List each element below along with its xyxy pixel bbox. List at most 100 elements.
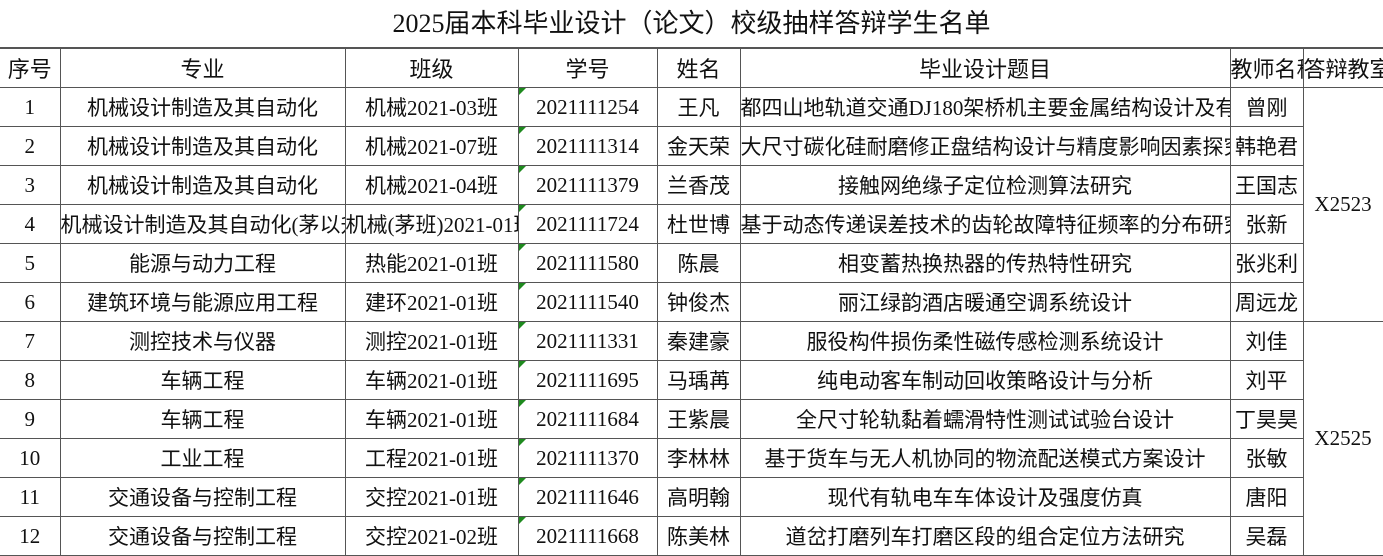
thesis-title-cell[interactable]: 接触网绝缘子定位检测算法研究 [739, 165, 1231, 205]
name-cell[interactable]: 高明翰 [656, 477, 741, 517]
teacher-cell[interactable]: 张敏 [1229, 438, 1304, 478]
student-id-cell[interactable]: 2021111254 [517, 87, 658, 127]
thesis-title-cell[interactable]: 丽江绿韵酒店暖通空调系统设计 [739, 282, 1231, 322]
student-id-cell[interactable]: 2021111684 [517, 399, 658, 439]
thesis-title-cell[interactable]: 现代有轨电车车体设计及强度仿真 [739, 477, 1231, 517]
major-cell[interactable]: 交通设备与控制工程 [59, 516, 346, 556]
student-id-cell[interactable]: 2021111695 [517, 360, 658, 400]
index-cell[interactable]: 8 [0, 360, 61, 400]
major-cell[interactable]: 机械设计制造及其自动化 [59, 165, 346, 205]
student-id-cell[interactable]: 2021111540 [517, 282, 658, 322]
header-col-room[interactable]: 答辩教室 [1302, 48, 1383, 88]
room-cell[interactable]: X2523 [1302, 87, 1383, 322]
name-cell[interactable]: 王紫晨 [656, 399, 741, 439]
major-cell[interactable]: 机械设计制造及其自动化(茅以升班) [59, 204, 346, 244]
teacher-cell[interactable]: 张兆利 [1229, 243, 1304, 283]
header-col-major[interactable]: 专业 [59, 48, 346, 88]
teacher-cell[interactable]: 丁昊昊 [1229, 399, 1304, 439]
thesis-title-cell[interactable]: 基于动态传递误差技术的齿轮故障特征频率的分布研究 [739, 204, 1231, 244]
major-cell[interactable]: 车辆工程 [59, 360, 346, 400]
index-cell[interactable]: 10 [0, 438, 61, 478]
index-cell[interactable]: 3 [0, 165, 61, 205]
thesis-title-cell[interactable]: 大尺寸碳化硅耐磨修正盘结构设计与精度影响因素探究 [739, 126, 1231, 166]
student-id-cell[interactable]: 2021111724 [517, 204, 658, 244]
teacher-cell[interactable]: 吴磊 [1229, 516, 1304, 556]
thesis-title-cell[interactable]: 服役构件损伤柔性磁传感检测系统设计 [739, 321, 1231, 361]
class-cell[interactable]: 交控2021-01班 [344, 477, 519, 517]
header-col-class[interactable]: 班级 [344, 48, 519, 88]
thesis-title-cell[interactable]: 道岔打磨列车打磨区段的组合定位方法研究 [739, 516, 1231, 556]
thesis-title-cell[interactable]: 全尺寸轮轨黏着蠕滑特性测试试验台设计 [739, 399, 1231, 439]
student-id-cell[interactable]: 2021111314 [517, 126, 658, 166]
class-cell[interactable]: 车辆2021-01班 [344, 399, 519, 439]
student-id-cell[interactable]: 2021111668 [517, 516, 658, 556]
name-cell[interactable]: 杜世博 [656, 204, 741, 244]
student-id-cell[interactable]: 2021111580 [517, 243, 658, 283]
name-cell[interactable]: 陈美林 [656, 516, 741, 556]
teacher-cell[interactable]: 周远龙 [1229, 282, 1304, 322]
thesis-title-cell[interactable]: 相变蓄热换热器的传热特性研究 [739, 243, 1231, 283]
index-cell[interactable]: 7 [0, 321, 61, 361]
name-cell[interactable]: 金天荣 [656, 126, 741, 166]
header-col-name[interactable]: 姓名 [656, 48, 741, 88]
major-cell[interactable]: 能源与动力工程 [59, 243, 346, 283]
class-cell[interactable]: 机械2021-03班 [344, 87, 519, 127]
student-id-cell[interactable]: 2021111379 [517, 165, 658, 205]
class-cell[interactable]: 机械2021-07班 [344, 126, 519, 166]
class-cell[interactable]: 交控2021-02班 [344, 516, 519, 556]
name-cell[interactable]: 陈晨 [656, 243, 741, 283]
thesis-title-cell[interactable]: 都四山地轨道交通DJ180架桥机主要金属结构设计及有限元分析 [739, 87, 1231, 127]
index-cell[interactable]: 11 [0, 477, 61, 517]
table-row: 9 车辆工程 车辆2021-01班 2021111684 王紫晨 全尺寸轮轨黏着蠕滑特性测… [0, 399, 1383, 439]
index-cell[interactable]: 6 [0, 282, 61, 322]
major-cell[interactable]: 机械设计制造及其自动化 [59, 87, 346, 127]
class-cell[interactable]: 车辆2021-01班 [344, 360, 519, 400]
major-cell[interactable]: 测控技术与仪器 [59, 321, 346, 361]
teacher-cell[interactable]: 韩艳君 [1229, 126, 1304, 166]
major-cell[interactable]: 机械设计制造及其自动化 [59, 126, 346, 166]
header-col-thesis-title[interactable]: 毕业设计题目 [739, 48, 1231, 88]
teacher-cell[interactable]: 曾刚 [1229, 87, 1304, 127]
teacher-cell[interactable]: 刘平 [1229, 360, 1304, 400]
teacher-cell[interactable]: 张新 [1229, 204, 1304, 244]
teacher-cell[interactable]: 刘佳 [1229, 321, 1304, 361]
name-cell[interactable]: 兰香茂 [656, 165, 741, 205]
student-id-cell[interactable]: 2021111331 [517, 321, 658, 361]
name-cell[interactable]: 马瑀苒 [656, 360, 741, 400]
student-id-cell[interactable]: 2021111646 [517, 477, 658, 517]
class-cell[interactable]: 热能2021-01班 [344, 243, 519, 283]
table-row: 8 车辆工程 车辆2021-01班 2021111695 马瑀苒 纯电动客车制动回收策略设… [0, 360, 1383, 400]
class-cell[interactable]: 机械2021-04班 [344, 165, 519, 205]
name-cell[interactable]: 秦建豪 [656, 321, 741, 361]
index-cell[interactable]: 5 [0, 243, 61, 283]
index-cell[interactable]: 12 [0, 516, 61, 556]
name-cell[interactable]: 钟俊杰 [656, 282, 741, 322]
room-cell[interactable]: X2525 [1302, 321, 1383, 556]
class-cell[interactable]: 机械(茅班)2021-01班 [344, 204, 519, 244]
header-col-index[interactable]: 序号 [0, 48, 61, 88]
header-col-teacher[interactable]: 教师名称 [1229, 48, 1304, 88]
index-cell[interactable]: 4 [0, 204, 61, 244]
class-cell[interactable]: 测控2021-01班 [344, 321, 519, 361]
thesis-title-cell[interactable]: 纯电动客车制动回收策略设计与分析 [739, 360, 1231, 400]
thesis-title-cell[interactable]: 基于货车与无人机协同的物流配送模式方案设计 [739, 438, 1231, 478]
index-cell[interactable]: 9 [0, 399, 61, 439]
header-col-student-id[interactable]: 学号 [517, 48, 658, 88]
teacher-cell[interactable]: 王国志 [1229, 165, 1304, 205]
class-cell[interactable]: 工程2021-01班 [344, 438, 519, 478]
index-cell[interactable]: 1 [0, 87, 61, 127]
table-row: 7 测控技术与仪器 测控2021-01班 2021111331 秦建豪 服役构件损伤柔性磁… [0, 321, 1383, 556]
major-cell[interactable]: 工业工程 [59, 438, 346, 478]
major-cell[interactable]: 交通设备与控制工程 [59, 477, 346, 517]
major-cell[interactable]: 车辆工程 [59, 399, 346, 439]
table-row: 1 机械设计制造及其自动化 机械2021-03班 2021111254 王凡 都四山地轨道… [0, 87, 1383, 322]
major-cell[interactable]: 建筑环境与能源应用工程 [59, 282, 346, 322]
header-row: 序号专业班级学号姓名毕业设计题目教师名称答辩教室 [0, 48, 1383, 88]
class-cell[interactable]: 建环2021-01班 [344, 282, 519, 322]
name-cell[interactable]: 王凡 [656, 87, 741, 127]
name-cell[interactable]: 李林林 [656, 438, 741, 478]
table-row: 2 机械设计制造及其自动化 机械2021-07班 2021111314 金天荣 大尺寸碳化… [0, 126, 1383, 166]
teacher-cell[interactable]: 唐阳 [1229, 477, 1304, 517]
student-id-cell[interactable]: 2021111370 [517, 438, 658, 478]
index-cell[interactable]: 2 [0, 126, 61, 166]
